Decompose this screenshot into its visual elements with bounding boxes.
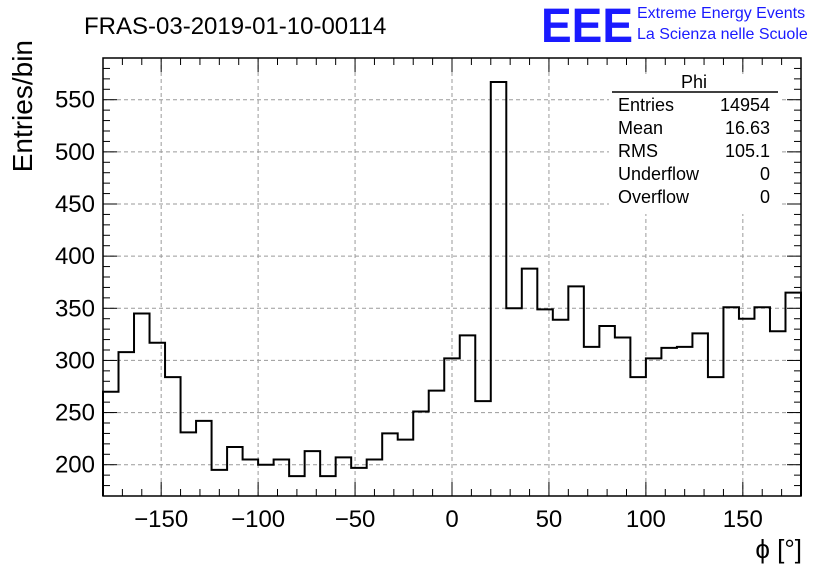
stats-box-background	[609, 74, 779, 214]
stats-value: 105.1	[725, 141, 770, 161]
x-tick-label: 150	[723, 506, 763, 533]
y-tick-label: 550	[55, 87, 95, 114]
y-tick-label: 400	[55, 243, 95, 270]
x-tick-label: −50	[335, 506, 376, 533]
y-tick-label: 200	[55, 452, 95, 479]
x-tick-label: 50	[536, 506, 563, 533]
stats-value: 16.63	[725, 118, 770, 138]
chart-title: FRAS-03-2019-01-10-00114	[84, 13, 386, 40]
y-tick-labels: 200 250 300 350 400 450 500 550	[55, 87, 95, 479]
axis-ticks	[102, 57, 802, 497]
y-tick-label: 450	[55, 191, 95, 218]
stats-value: 0	[760, 187, 770, 207]
y-axis-label: Entries/bin	[7, 40, 38, 172]
stats-box-title: Phi	[681, 72, 707, 92]
eee-logo-mark: EEE	[541, 0, 633, 53]
stats-label: Overflow	[618, 187, 690, 207]
stats-value: 0	[760, 164, 770, 184]
x-axis-label: ϕ [°]	[755, 534, 802, 564]
y-tick-label: 250	[55, 400, 95, 427]
eee-logo-line2: La Scienza nelle Scuole	[637, 26, 808, 43]
stats-label: RMS	[618, 141, 658, 161]
stats-value: 14954	[720, 95, 770, 115]
y-tick-label: 500	[55, 139, 95, 166]
x-tick-label: 100	[626, 506, 666, 533]
x-tick-label: −150	[134, 506, 188, 533]
stats-label: Underflow	[618, 164, 700, 184]
stats-label: Mean	[618, 118, 663, 138]
stats-label: Entries	[618, 95, 674, 115]
y-tick-label: 300	[55, 347, 95, 374]
y-tick-label: 350	[55, 295, 95, 322]
x-tick-label: 0	[445, 506, 458, 533]
stats-box: Phi Entries 14954 Mean 16.63 RMS 105.1 Underfl…	[609, 72, 779, 214]
x-tick-label: −100	[231, 506, 285, 533]
eee-logo-line1: Extreme Energy Events	[637, 5, 805, 22]
histogram-step-line	[102, 80, 802, 496]
x-tick-labels: −150 −100 −50 0 50 100 150	[134, 506, 763, 533]
